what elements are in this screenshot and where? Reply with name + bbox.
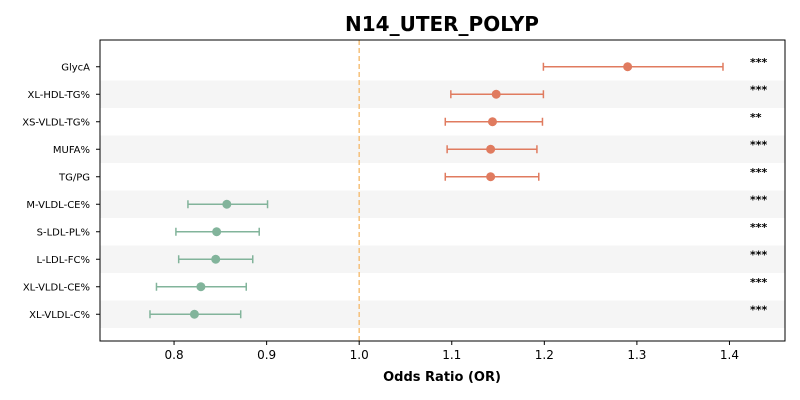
or-point-0: [623, 62, 633, 72]
y-axis-ticks: GlycA XL-HDL-TG% XS-VLDL-TG% MUFA% TG/PG M-VL…: [22, 62, 100, 321]
y-tick-label-7: L-LDL-FC%: [36, 255, 90, 266]
or-point-9: [189, 309, 199, 319]
significance-label-3: ***: [750, 138, 768, 151]
axes-frame: [99, 39, 786, 342]
plot-frame: [99, 39, 786, 342]
x-tick-label-3: 1.1: [442, 348, 461, 362]
y-tick-label-8: XL-VLDL-CE%: [23, 282, 90, 293]
significance-label-1: ***: [750, 83, 768, 96]
significance-label-7: ***: [750, 248, 768, 261]
significance-label-4: ***: [750, 166, 768, 179]
or-point-4: [486, 172, 496, 182]
or-point-3: [486, 144, 496, 154]
significance-label-9: ***: [750, 303, 768, 316]
x-tick-label-4: 1.2: [535, 348, 554, 362]
or-point-1: [491, 89, 501, 99]
x-axis-ticks: 0.8 0.9 1.0 1.1 1.2 1.3 1.4: [165, 341, 739, 362]
y-tick-label-4: TG/PG: [58, 172, 90, 183]
y-tick-label-6: S-LDL-PL%: [37, 227, 90, 238]
significance-label-2: **: [750, 111, 762, 124]
significance-labels: *****************************: [750, 56, 768, 317]
data-marks: [149, 62, 724, 319]
significance-label-8: ***: [750, 276, 768, 289]
x-tick-label-6: 1.4: [720, 348, 739, 362]
x-tick-label-2: 1.0: [350, 348, 369, 362]
x-axis-label: Odds Ratio (OR): [383, 370, 501, 385]
y-tick-label-0: GlycA: [61, 62, 90, 73]
or-point-5: [222, 199, 232, 209]
x-tick-label-1: 0.9: [257, 348, 276, 362]
y-tick-label-2: XS-VLDL-TG%: [22, 117, 90, 128]
chart-title: N14_UTER_POLYP: [345, 12, 539, 36]
y-tick-label-9: XL-VLDL-C%: [29, 310, 90, 321]
significance-label-0: ***: [750, 56, 768, 69]
row-band-3: [100, 135, 785, 163]
or-point-7: [211, 254, 221, 264]
y-tick-label-5: M-VLDL-CE%: [26, 200, 90, 211]
or-point-8: [196, 282, 206, 292]
or-point-2: [487, 117, 497, 127]
significance-label-5: ***: [750, 193, 768, 206]
row-band-1: [100, 80, 785, 108]
or-point-6: [212, 227, 222, 237]
x-tick-label-0: 0.8: [165, 348, 184, 362]
y-tick-label-3: MUFA%: [53, 145, 90, 156]
y-tick-label-1: XL-HDL-TG%: [27, 90, 90, 101]
x-tick-label-5: 1.3: [627, 348, 646, 362]
significance-label-6: ***: [750, 221, 768, 234]
